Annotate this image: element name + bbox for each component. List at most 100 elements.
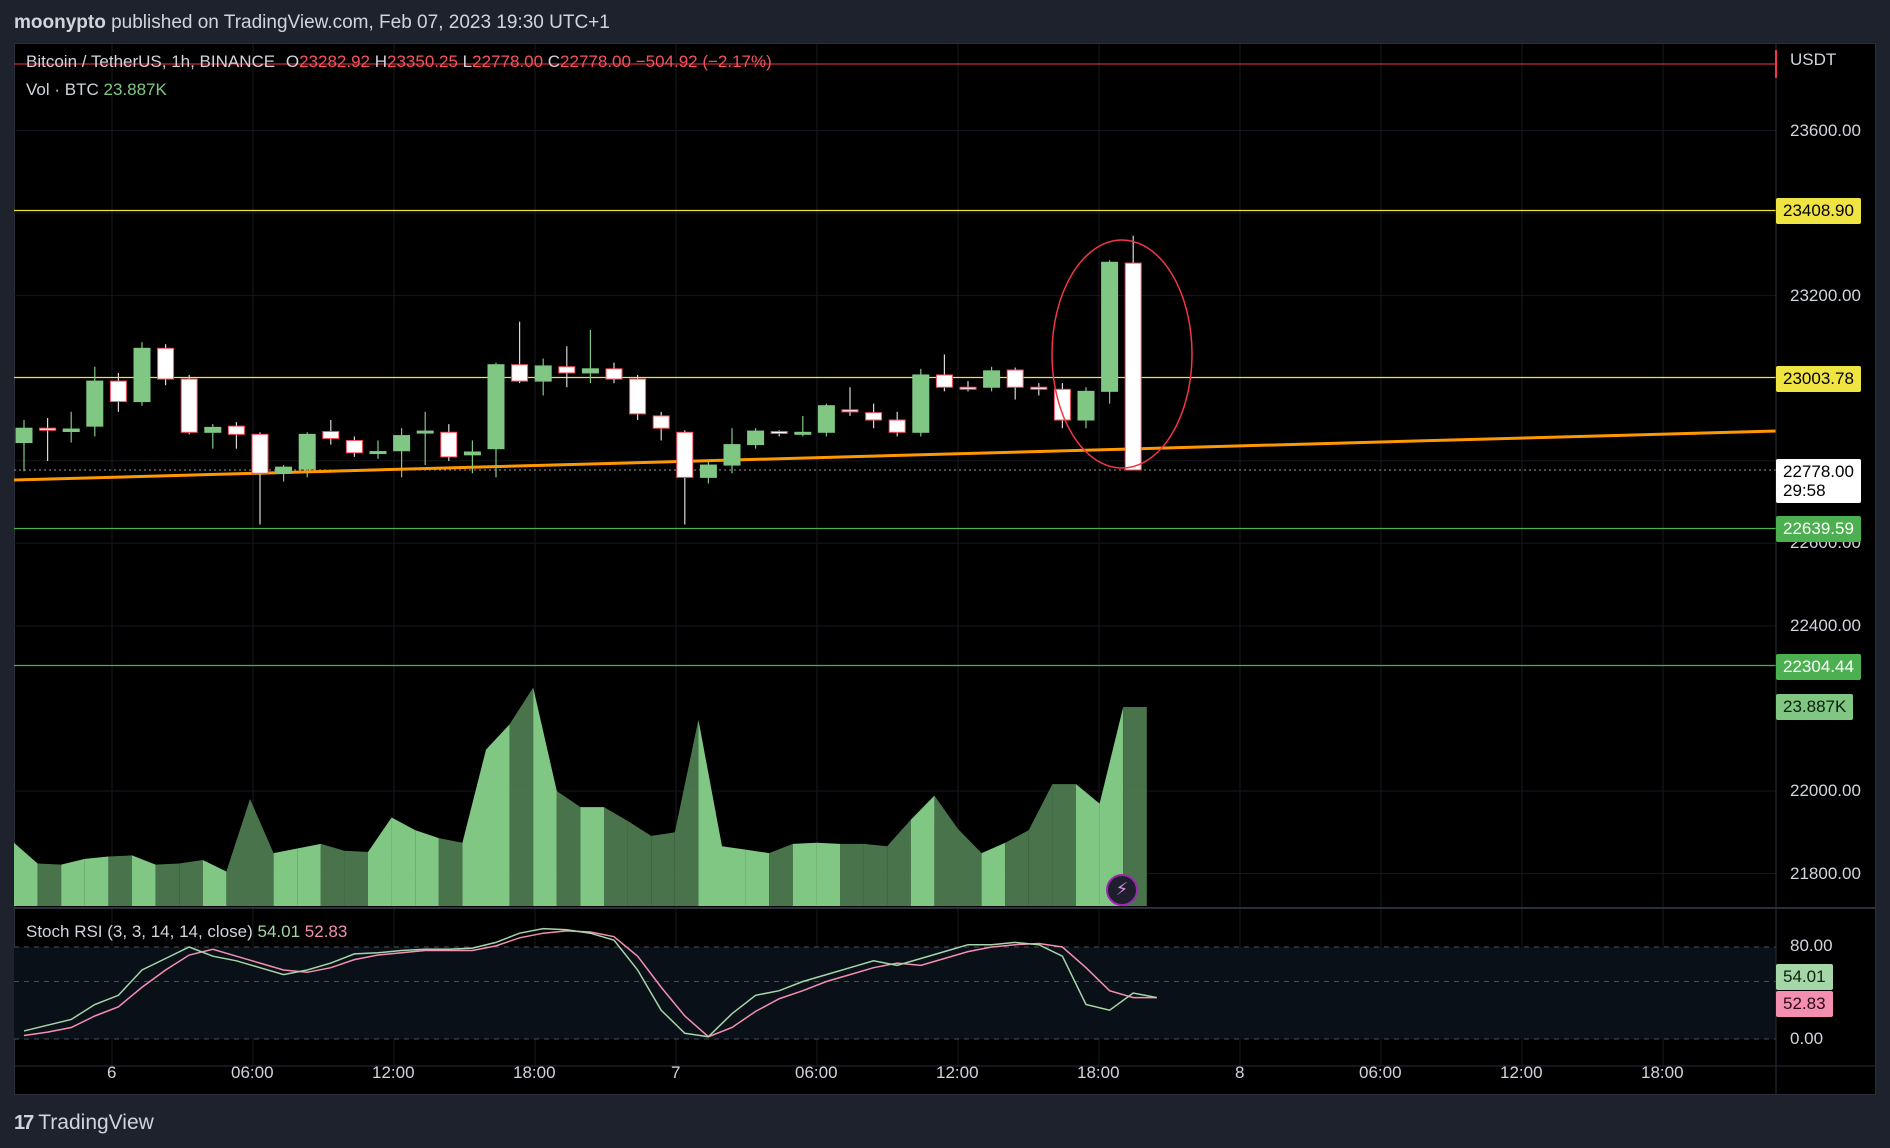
candle-body <box>1077 390 1095 421</box>
volume-legend: Vol · BTC 23.887K <box>26 80 167 100</box>
candle-body <box>747 430 765 446</box>
stoch-k-tag: 54.01 <box>1776 964 1833 990</box>
chart-frame[interactable] <box>14 43 1876 1095</box>
volume-segment <box>438 838 463 906</box>
ellipse-layer <box>1051 239 1193 469</box>
symbol-title[interactable]: Bitcoin / TetherUS, 1h, BINANCE <box>26 52 276 71</box>
volume-tag: 23.887K <box>1776 694 1854 720</box>
candle-body <box>558 366 576 374</box>
candle-body <box>983 370 1001 388</box>
candle-body <box>180 378 198 433</box>
candle-body <box>322 430 340 439</box>
price-tick: 23600.00 <box>1790 121 1861 140</box>
volume-segment <box>226 799 250 906</box>
volume-segment <box>604 807 628 906</box>
volume-segment <box>1076 784 1100 906</box>
time-tick: 12:00 <box>936 1063 979 1082</box>
stoch-band <box>14 947 1776 1039</box>
volume-segment <box>934 795 958 906</box>
candle-body <box>770 430 788 434</box>
candle-body <box>393 435 411 452</box>
price-tick: 21800.00 <box>1790 864 1861 883</box>
time-tick: 18:00 <box>1641 1063 1684 1082</box>
candle-body <box>581 368 599 374</box>
high-value: 23350.25 <box>387 52 458 71</box>
low-label: L <box>462 52 473 71</box>
candle-body <box>629 378 647 415</box>
footer-brand[interactable]: 17 TradingView <box>14 1108 154 1138</box>
time-tick: 06:00 <box>231 1063 274 1082</box>
candle-body <box>534 365 552 382</box>
volume-segment <box>486 724 510 906</box>
volume-segment <box>792 842 817 906</box>
volume-segment <box>155 863 180 906</box>
level-tag-23003[interactable]: 23003.78 <box>1776 366 1861 392</box>
candle-body <box>62 428 80 432</box>
price-tick: 22400.00 <box>1790 616 1861 635</box>
candle-body <box>841 409 859 413</box>
publish-header: moonypto published on TradingView.com, F… <box>0 0 1890 44</box>
candle-body <box>723 444 741 466</box>
stoch-k-legend-value: 54.01 <box>257 922 301 941</box>
time-tick: 12:00 <box>1500 1063 1543 1082</box>
volume-segment <box>202 860 227 906</box>
volume-segment <box>651 832 675 906</box>
level-tag-23408[interactable]: 23408.90 <box>1776 198 1861 224</box>
volume-segment <box>556 791 581 906</box>
candle-layer <box>15 235 1142 525</box>
candle-body <box>959 386 977 390</box>
level-tag-22639[interactable]: 22639.59 <box>1776 516 1861 542</box>
bar-countdown: 29:58 <box>1783 481 1826 500</box>
candle-body <box>1006 369 1024 388</box>
candle-body <box>699 464 717 478</box>
volume-segment <box>415 830 439 906</box>
grid-layer <box>14 44 1776 1066</box>
candle-body <box>416 430 434 434</box>
publisher-name[interactable]: moonypto <box>14 12 106 33</box>
published-text: published on TradingView.com, Feb 07, 20… <box>111 12 610 33</box>
stoch-d-legend-value: 52.83 <box>304 922 348 941</box>
lightning-icon[interactable]: ⚡ <box>1106 874 1138 906</box>
time-tick: 12:00 <box>372 1063 415 1082</box>
stoch-tick: 0.00 <box>1790 1029 1824 1048</box>
candle-body <box>15 427 33 444</box>
time-tick: 06:00 <box>1359 1063 1402 1082</box>
open-label: O <box>285 52 300 71</box>
close-value: 22778.00 <box>560 52 631 71</box>
volume-segment <box>1123 707 1147 906</box>
candle-body <box>86 380 104 427</box>
candle-body <box>794 431 812 435</box>
volume-segment <box>391 817 416 906</box>
low-value: 22778.00 <box>472 52 544 71</box>
candle-body <box>109 380 127 403</box>
volume-label[interactable]: Vol · BTC <box>26 80 99 99</box>
close-label: C <box>547 52 561 71</box>
volume-segment <box>320 843 345 906</box>
volume-segment <box>462 749 486 906</box>
last-price-value: 22778.00 <box>1783 462 1854 481</box>
candle-body <box>133 347 151 403</box>
last-price-tag[interactable]: 22778.00 29:58 <box>1776 459 1861 503</box>
price-tick: 22000.00 <box>1790 781 1861 800</box>
level-tag-22304[interactable]: 22304.44 <box>1776 654 1861 680</box>
candle-body <box>227 425 245 435</box>
stoch-d-line <box>23 930 1157 1038</box>
stoch-label[interactable]: Stoch RSI (3, 3, 14, 14, close) <box>26 922 253 941</box>
currency-label[interactable]: USDT <box>1790 50 1837 69</box>
time-tick: 18:00 <box>513 1063 556 1082</box>
candle-body <box>345 440 363 454</box>
volume-segment <box>722 846 746 906</box>
candle-body <box>369 451 387 455</box>
high-label: H <box>374 52 388 71</box>
candle-body <box>935 374 953 388</box>
volume-segment <box>273 848 298 906</box>
volume-legend-value: 23.887K <box>103 80 167 99</box>
volume-segment <box>368 817 392 906</box>
volume-segment <box>250 799 274 906</box>
divider-layer <box>14 44 1876 1094</box>
volume-segment <box>674 719 699 906</box>
candle-body <box>652 415 670 429</box>
brand-name: TradingView <box>38 1111 154 1134</box>
tradingview-logo-icon: 17 <box>14 1111 34 1134</box>
